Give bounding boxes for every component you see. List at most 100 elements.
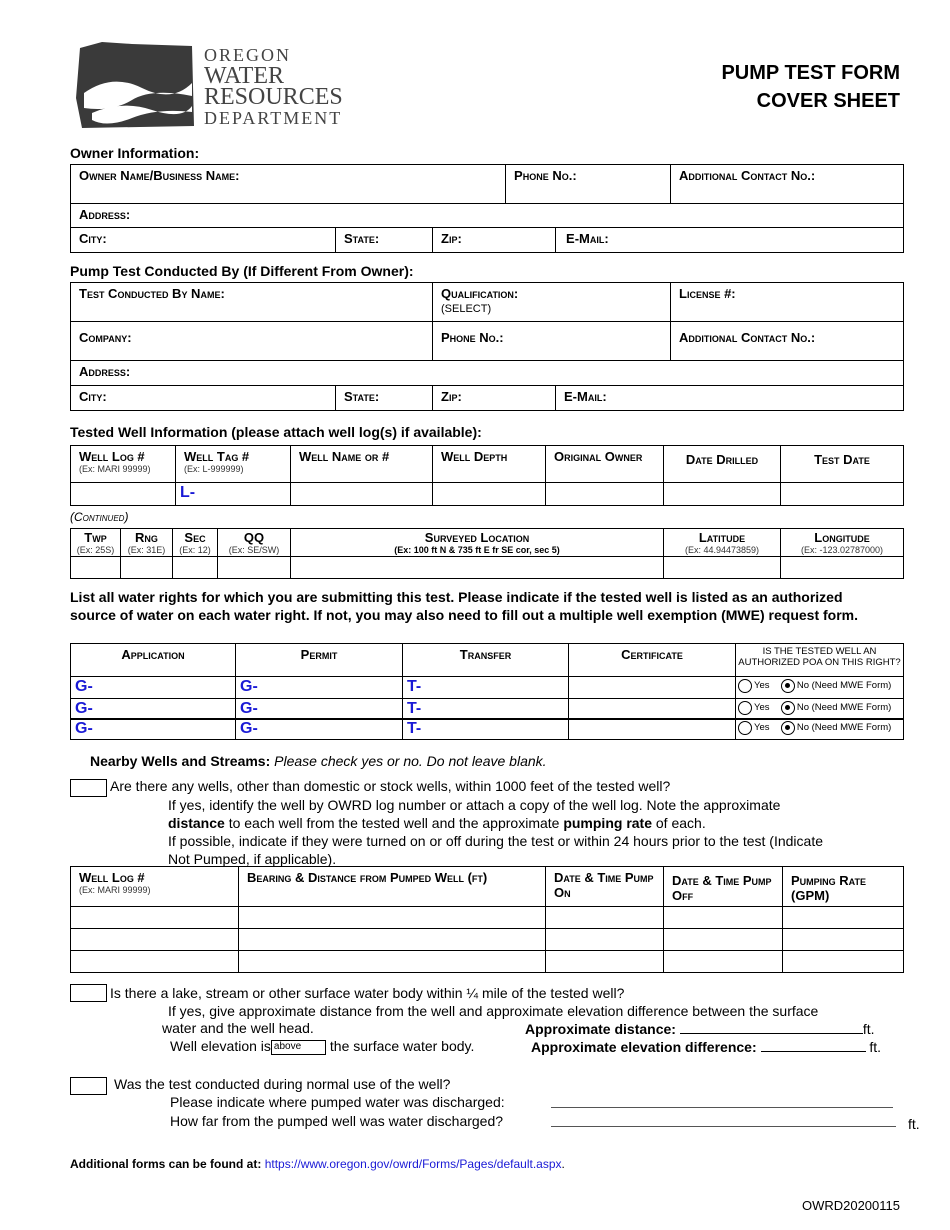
forms-link[interactable]: https://www.oregon.gov/owrd/Forms/Pages/… (264, 1157, 562, 1171)
logo-text-resources: RESOURCES (204, 84, 343, 110)
approx-elevation-input[interactable] (760, 1038, 866, 1052)
nearby-cell[interactable] (663, 906, 783, 929)
header-date-drilled: Date Drilled (663, 445, 781, 483)
header-original-owner: Original Owner (545, 445, 664, 483)
conducted-name-field[interactable]: Test Conducted By Name: (70, 282, 433, 322)
owner-city-field[interactable]: City: (70, 227, 336, 253)
nearby-cell[interactable] (545, 906, 664, 929)
approx-distance-row: Approximate distance: ft. (525, 1020, 875, 1037)
nearby-cell[interactable] (782, 906, 904, 929)
yes-label: Yes (754, 702, 770, 714)
yes-radio[interactable] (738, 678, 752, 693)
no-radio[interactable] (780, 700, 795, 715)
header-well-log: Well Log # (Ex: MARI 99999) (70, 445, 176, 483)
certificate-input[interactable] (568, 676, 736, 699)
header-twp: Twp (Ex: 25S) (70, 528, 121, 557)
qualification-select[interactable]: Qualification: (SELECT) (431, 282, 672, 322)
nearby-wells-checkbox[interactable] (70, 779, 107, 797)
application-input[interactable]: G- (70, 676, 236, 699)
discharge-distance-input[interactable] (551, 1113, 896, 1127)
approx-elevation-row: Approximate elevation difference: ft. (531, 1038, 882, 1055)
owner-table: Owner Name/Business Name: Phone No.: Addit… (69, 164, 905, 253)
owner-state-field[interactable]: State: (335, 227, 433, 253)
qualification-value: (SELECT) (441, 303, 492, 315)
nearby-cell[interactable] (238, 950, 546, 973)
water-right-row: G- G- T- Yes No (Need MWE Form) (70, 676, 904, 699)
discharge-location-input[interactable] (551, 1094, 893, 1108)
yes-radio[interactable] (738, 720, 752, 735)
conducted-email-field[interactable]: E-Mail: (555, 385, 905, 411)
conducted-additional-field[interactable]: Additional Contact No.: (670, 321, 905, 361)
owner-zip-field[interactable]: Zip: (431, 227, 557, 253)
rng-input[interactable] (120, 556, 173, 579)
surface-water-checkbox[interactable] (70, 984, 107, 1002)
surveyed-location-input[interactable] (290, 556, 664, 579)
permit-input[interactable]: G- (235, 718, 403, 740)
nearby-cell[interactable] (663, 928, 783, 951)
owner-name-field[interactable]: Owner Name/Business Name: (69, 164, 507, 204)
owner-phone-label: Phone No.: (514, 168, 577, 183)
form-code: OWRD20200115 (801, 1198, 900, 1213)
conducted-state-field[interactable]: State: (335, 385, 433, 411)
license-field[interactable]: License #: (670, 282, 905, 322)
header-well-name: Well Name or # (290, 445, 433, 483)
header-certificate: Certificate (568, 643, 736, 677)
owner-section-heading: Owner Information: (70, 145, 200, 161)
well-name-input[interactable] (290, 482, 433, 506)
owner-address-field[interactable]: Address: (69, 203, 905, 228)
conducted-address-field[interactable]: Address: (69, 360, 905, 386)
nearby-cell[interactable] (545, 950, 664, 973)
conducted-zip-field[interactable]: Zip: (432, 385, 556, 411)
transfer-input[interactable]: T- (402, 676, 569, 699)
permit-input[interactable]: G- (235, 676, 403, 699)
nearby-cell[interactable] (238, 906, 546, 929)
nearby-cell[interactable] (663, 950, 783, 973)
nearby-wells-question: Are there any wells, other than domestic… (110, 778, 671, 794)
twp-input[interactable] (70, 556, 121, 579)
application-input[interactable]: G- (70, 698, 236, 720)
certificate-input[interactable] (568, 718, 736, 740)
no-radio[interactable] (780, 678, 795, 693)
owner-phone-field[interactable]: Phone No.: (505, 164, 672, 204)
no-radio[interactable] (780, 720, 795, 735)
sec-input[interactable] (172, 556, 218, 579)
owner-additional-contact-field[interactable]: Additional Contact No.: (670, 164, 905, 204)
yes-radio[interactable] (738, 700, 752, 715)
normal-use-checkbox[interactable] (70, 1077, 107, 1095)
well-log-input[interactable] (70, 482, 176, 506)
conducted-email-label: E-Mail: (564, 389, 607, 404)
nearby-cell[interactable] (70, 906, 239, 929)
application-input[interactable]: G- (70, 718, 236, 740)
test-date-input[interactable] (780, 482, 904, 506)
certificate-input[interactable] (568, 698, 736, 720)
owner-email-field[interactable]: E-Mail: (555, 227, 905, 253)
permit-input[interactable]: G- (235, 698, 403, 720)
logo-text-water: WATER (204, 63, 284, 89)
conducted-city-field[interactable]: City: (70, 385, 336, 411)
nearby-cell[interactable] (70, 950, 239, 973)
nearby-cell[interactable] (782, 950, 904, 973)
conducted-table: Test Conducted By Name: Qualification: (SE… (69, 282, 905, 411)
header-pump-off: Date & Time Pump Off (663, 866, 783, 907)
date-drilled-input[interactable] (663, 482, 781, 506)
transfer-input[interactable]: T- (402, 698, 569, 720)
well-tag-input[interactable]: L- (175, 482, 291, 506)
original-owner-input[interactable] (545, 482, 664, 506)
nearby-cell[interactable] (70, 928, 239, 951)
latitude-input[interactable] (663, 556, 781, 579)
approx-distance-input[interactable] (679, 1020, 863, 1034)
transfer-input[interactable]: T- (402, 718, 569, 740)
well-depth-input[interactable] (432, 482, 546, 506)
water-rights-intro: List all water rights for which you are … (70, 589, 858, 623)
elevation-select[interactable]: above (270, 1039, 326, 1055)
header-transfer: Transfer (402, 643, 569, 677)
nearby-cell[interactable] (545, 928, 664, 951)
nearby-cell[interactable] (238, 928, 546, 951)
no-label: No (Need MWE Form) (796, 702, 892, 714)
longitude-input[interactable] (780, 556, 904, 579)
company-field[interactable]: Company: (70, 321, 433, 361)
nearby-cell[interactable] (782, 928, 904, 951)
header-pump-on: Date & Time Pump On (545, 866, 664, 907)
qq-input[interactable] (217, 556, 291, 579)
conducted-phone-field[interactable]: Phone No.: (431, 321, 672, 361)
